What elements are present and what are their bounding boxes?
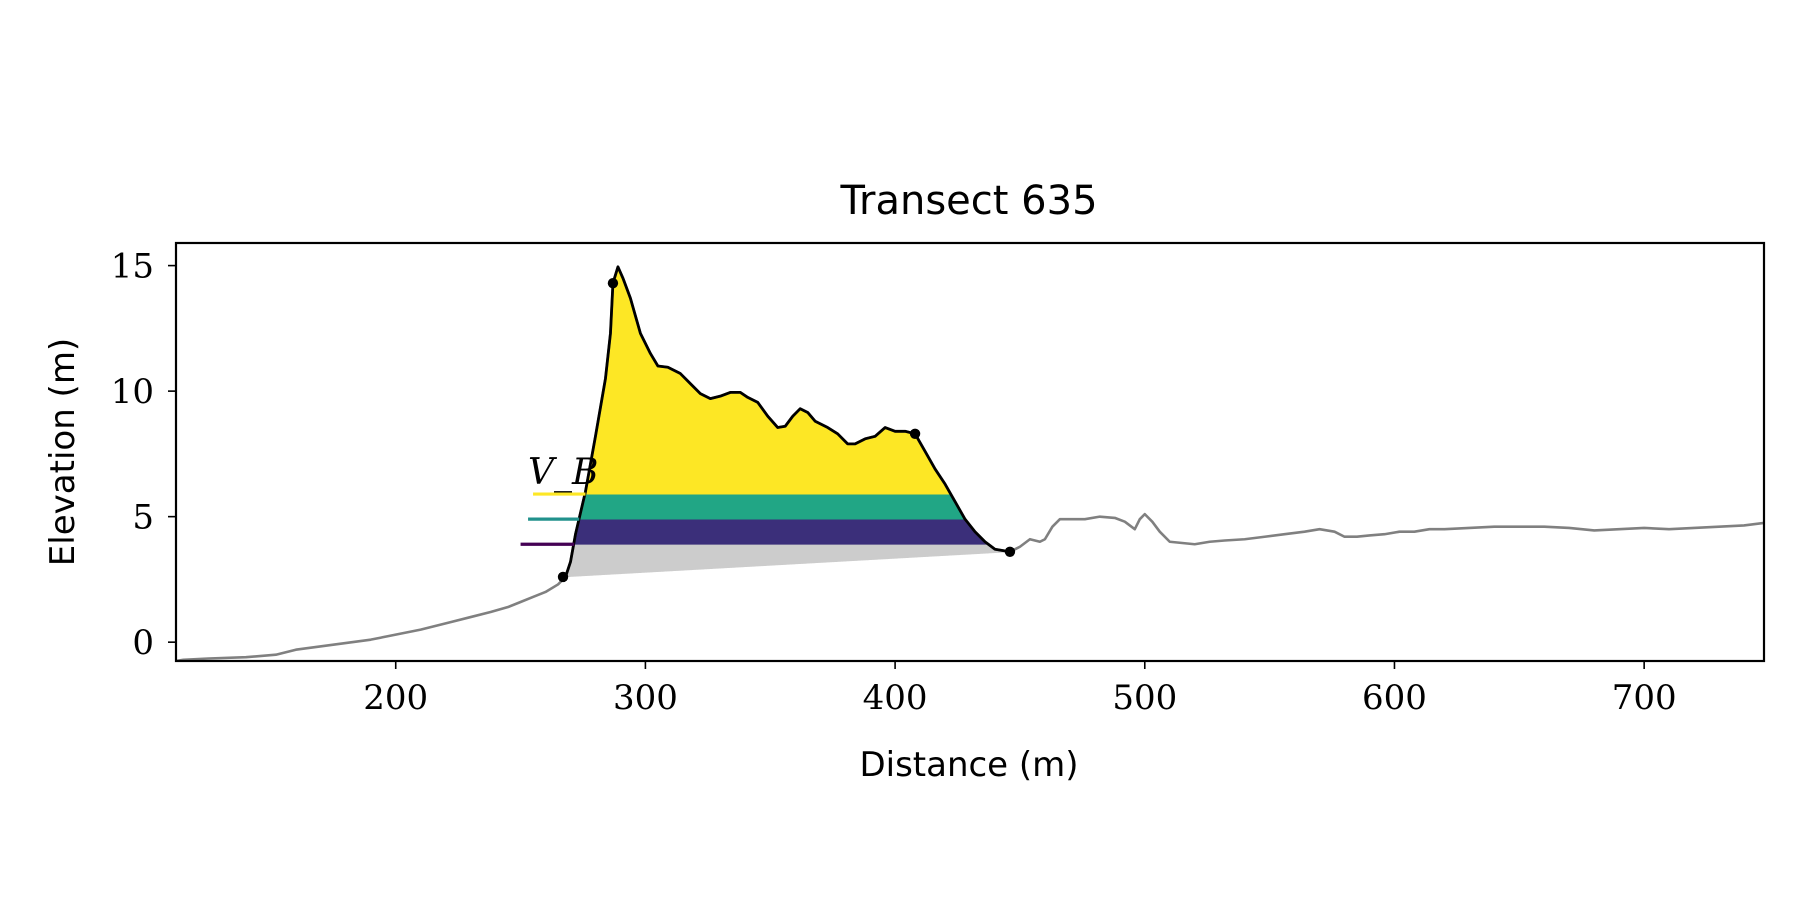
profile-line: [176, 265, 1764, 661]
x-tick-label: 200: [363, 678, 428, 718]
level-ticks: [520, 492, 586, 546]
y-tick-label: 0: [132, 623, 154, 663]
profile-lines: [176, 265, 1764, 661]
profile-marker: [1004, 546, 1016, 557]
x-tick-label: 300: [613, 678, 678, 718]
y-axis-label: Elevation (m): [43, 338, 83, 566]
x-axis-ticks: 200 300 400 500 600 700: [363, 661, 1677, 718]
dune-outline: [562, 265, 1011, 581]
profile-marker: [557, 571, 569, 583]
base-wedge-fill: [562, 543, 1011, 580]
x-tick-label: 500: [1112, 678, 1177, 718]
x-tick-label: 600: [1362, 678, 1427, 718]
profile-markers: [557, 277, 1016, 583]
y-tick-label: 10: [111, 372, 154, 412]
x-tick-label: 400: [863, 678, 928, 718]
y-tick-label: 15: [111, 247, 154, 287]
plot-frame: [174, 241, 1766, 663]
y-tick-label: 5: [132, 498, 154, 538]
x-axis-label: Distance (m): [859, 745, 1078, 785]
profile-marker: [909, 428, 921, 439]
profile-marker: [607, 277, 619, 289]
vb-annotation: V_B: [528, 452, 598, 493]
chart-title: Transect 635: [839, 178, 1097, 224]
x-tick-label: 700: [1612, 678, 1677, 718]
plot-area: [176, 265, 1764, 661]
y-axis-ticks: 0 5 10 15: [111, 247, 176, 663]
